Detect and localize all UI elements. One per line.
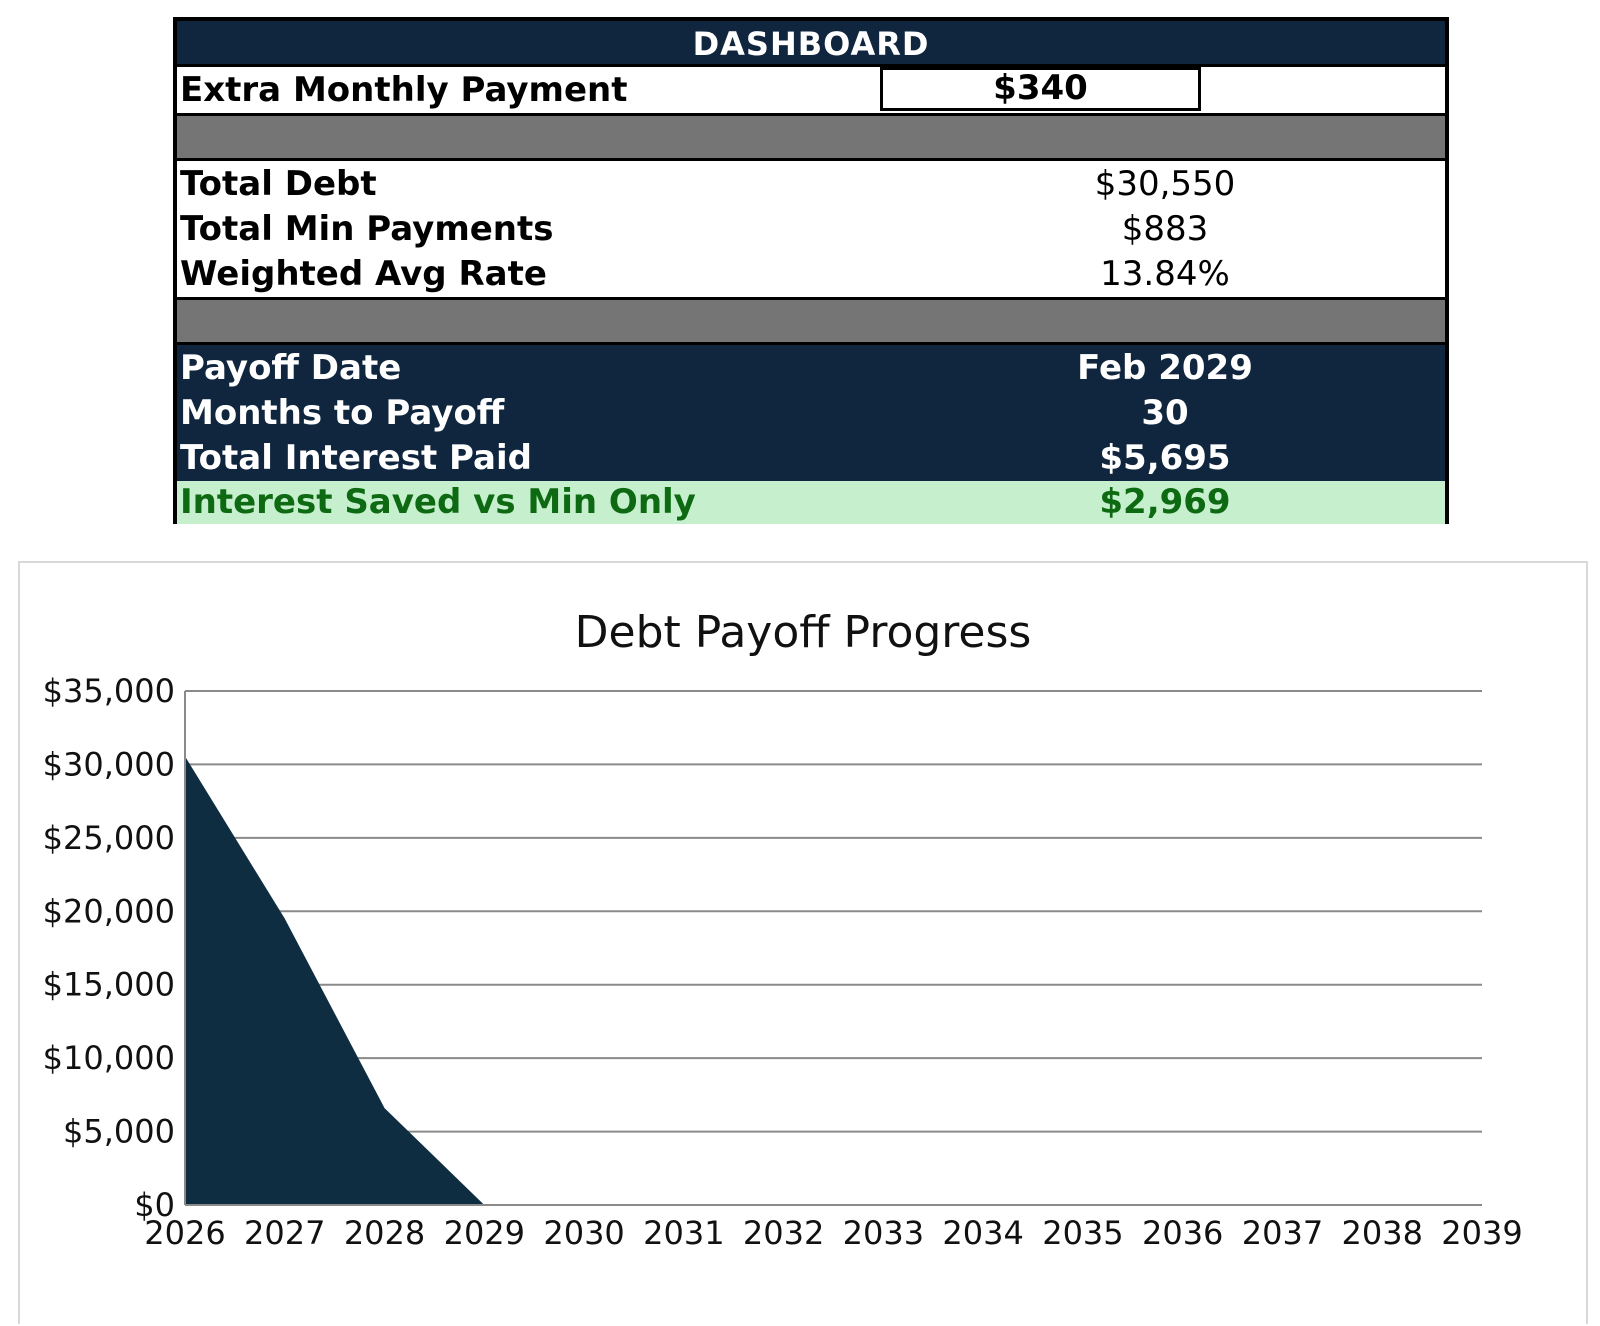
x-tick-label: 2037	[1242, 1214, 1323, 1252]
chart-title: Debt Payoff Progress	[574, 607, 1032, 658]
stat-row-total-min-payments: Total Min Payments $883	[177, 206, 1445, 252]
series-area	[185, 756, 485, 1205]
stat-label: Weighted Avg Rate	[180, 254, 547, 294]
stat-label: Total Min Payments	[180, 209, 554, 249]
y-tick-label: $20,000	[43, 892, 175, 930]
result-value: Feb 2029	[1077, 348, 1253, 388]
stat-value: $883	[1121, 209, 1209, 249]
y-tick-label: $30,000	[43, 745, 175, 783]
results-section: Payoff Date Feb 2029 Months to Payoff 30…	[177, 345, 1445, 481]
x-tick-label: 2036	[1142, 1214, 1223, 1252]
y-tick-label: $35,000	[43, 672, 175, 710]
dashboard-table: DASHBOARD Extra Monthly Payment $340 Tot…	[173, 17, 1449, 524]
stat-value: 13.84%	[1100, 254, 1230, 294]
stats-section: Total Debt $30,550 Total Min Payments $8…	[177, 161, 1445, 297]
x-tick-label: 2032	[743, 1214, 824, 1252]
y-tick-label: $5,000	[63, 1113, 175, 1151]
x-tick-label: 2031	[643, 1214, 724, 1252]
extra-payment-label: Extra Monthly Payment	[180, 70, 628, 110]
y-tick-label: $25,000	[43, 819, 175, 857]
result-value: $5,695	[1099, 438, 1231, 478]
result-row-months-to-payoff: Months to Payoff 30	[177, 390, 1445, 436]
x-tick-label: 2028	[344, 1214, 425, 1252]
x-tick-label: 2029	[444, 1214, 525, 1252]
chart-panel: Debt Payoff Progress $0 $5,000 $10,000 $15,…	[18, 561, 1588, 1324]
x-tick-label: 2033	[843, 1214, 924, 1252]
x-tick-label: 2030	[543, 1214, 624, 1252]
result-row-total-interest: Total Interest Paid $5,695	[177, 435, 1445, 481]
stat-label: Total Debt	[180, 164, 377, 204]
stat-value: $30,550	[1094, 164, 1236, 204]
interest-saved-row: Interest Saved vs Min Only $2,969	[177, 481, 1445, 524]
dashboard-title: DASHBOARD	[177, 21, 1445, 67]
result-label: Total Interest Paid	[180, 438, 532, 478]
result-value: 30	[1141, 393, 1189, 433]
result-label: Payoff Date	[180, 348, 402, 388]
stat-row-weighted-avg-rate: Weighted Avg Rate 13.84%	[177, 251, 1445, 297]
x-tick-label: 2035	[1042, 1214, 1123, 1252]
y-tick-label: $15,000	[43, 966, 175, 1004]
y-tick-label: $0	[134, 1186, 175, 1224]
result-label: Months to Payoff	[180, 393, 505, 433]
x-tick-label: 2039	[1441, 1214, 1522, 1252]
result-row-payoff-date: Payoff Date Feb 2029	[177, 345, 1445, 391]
separator-bar	[177, 113, 1445, 161]
stat-row-total-debt: Total Debt $30,550	[177, 161, 1445, 207]
interest-saved-value: $2,969	[1099, 482, 1231, 522]
separator-bar	[177, 297, 1445, 345]
y-tick-label: $10,000	[43, 1039, 175, 1077]
extra-payment-input[interactable]: $340	[880, 67, 1201, 111]
interest-saved-label: Interest Saved vs Min Only	[180, 482, 696, 522]
x-tick-label: 2027	[244, 1214, 325, 1252]
payoff-area-chart: $0 $5,000 $10,000 $15,000 $20,000 $25,000 $30,…	[43, 672, 1523, 1252]
x-tick-label: 2026	[144, 1214, 225, 1252]
x-tick-label: 2038	[1342, 1214, 1423, 1252]
x-tick-label: 2034	[942, 1214, 1023, 1252]
extra-payment-row: Extra Monthly Payment $340	[177, 67, 1445, 114]
